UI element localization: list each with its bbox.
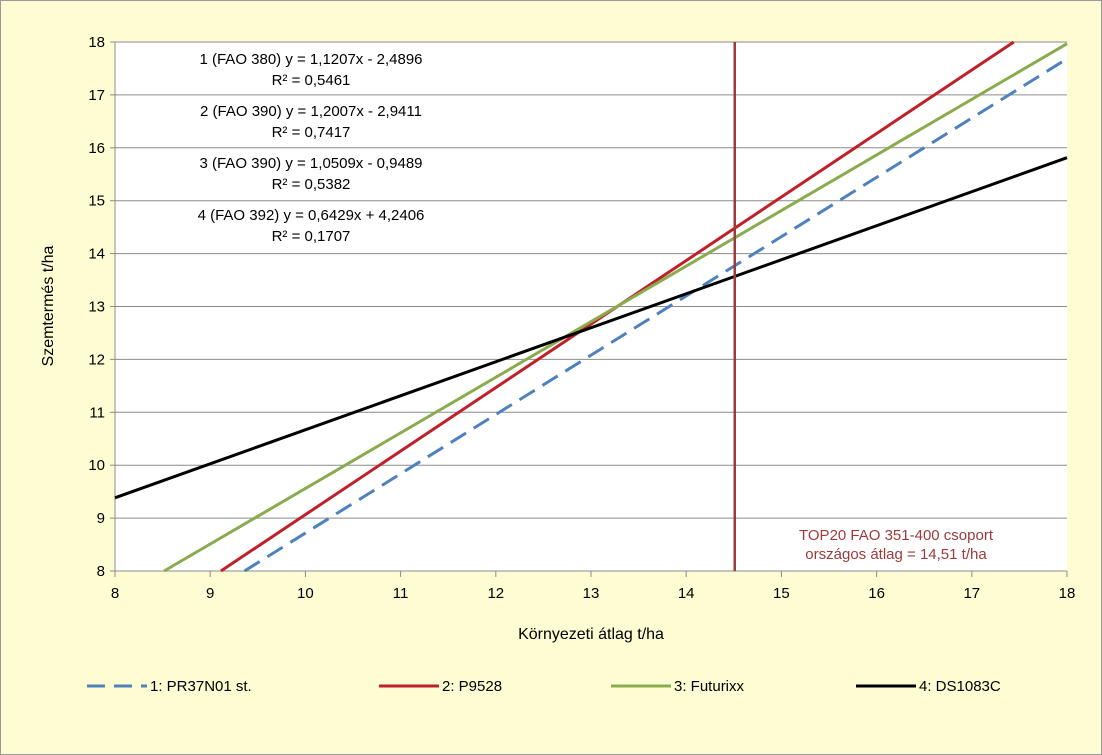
legend: 1: PR37N01 st. 2: P9528 3: Futurixx 4: DS10… <box>87 678 1001 695</box>
equations-group: 1 (FAO 380) y = 1,1207x - 2,4896 R² = 0,5… <box>198 51 425 245</box>
x-tick-label-14: 14 <box>678 585 695 602</box>
y-tick-label-14: 14 <box>88 246 105 263</box>
x-tick-label-17: 17 <box>963 585 980 602</box>
x-tick-label-8: 8 <box>111 585 119 602</box>
equation-1: 1 (FAO 380) y = 1,1207x - 2,4896 <box>199 51 422 68</box>
series-lines <box>114 40 1068 573</box>
r2-2: R² = 0,7417 <box>272 124 351 141</box>
reference-group: TOP20 FAO 351-400 csoport országos átlag … <box>733 42 994 571</box>
legend-label-2: 2: P9528 <box>442 678 502 695</box>
x-axis-title: Környezeti átlag t/ha <box>518 626 664 643</box>
equation-2: 2 (FAO 390) y = 1,2007x - 2,9411 <box>200 103 422 120</box>
x-tick-label-18: 18 <box>1059 585 1076 602</box>
y-tick-label-9: 9 <box>97 510 105 527</box>
y-tick-label-12: 12 <box>88 351 105 368</box>
r2-1: R² = 0,5461 <box>272 72 351 89</box>
y-tick-label-17: 17 <box>88 87 105 104</box>
series-line-3 <box>163 42 1068 573</box>
y-tick-label-13: 13 <box>88 299 105 316</box>
x-tick-labels: 8 9 10 11 12 13 14 15 16 17 18 <box>111 585 1076 602</box>
x-tick-label-10: 10 <box>297 585 314 602</box>
y-tick-label-16: 16 <box>88 140 105 157</box>
grid-lines <box>115 41 1067 519</box>
y-tick-label-15: 15 <box>88 193 105 210</box>
y-axis-title: Szemtermés t/ha <box>40 245 57 366</box>
equation-4: 4 (FAO 392) y = 0,6429x + 4,2406 <box>198 207 425 224</box>
y-tick-label-10: 10 <box>88 457 105 474</box>
legend-label-3: 3: Futurixx <box>674 678 745 695</box>
x-tick-label-9: 9 <box>206 585 214 602</box>
legend-label-4: 4: DS1083C <box>919 678 1001 695</box>
reference-label-line1: TOP20 FAO 351-400 csoport <box>799 527 994 544</box>
x-tick-label-12: 12 <box>487 585 504 602</box>
x-tick-label-15: 15 <box>773 585 790 602</box>
y-tick-labels: 8 9 10 11 12 13 14 15 16 17 18 <box>88 34 105 580</box>
equation-3: 3 (FAO 390) y = 1,0509x - 0,9489 <box>199 155 422 172</box>
r2-4: R² = 0,1707 <box>272 228 351 245</box>
y-tick-label-8: 8 <box>97 563 105 580</box>
axes <box>110 41 1068 577</box>
x-tick-label-11: 11 <box>393 585 409 602</box>
reference-label-line2: országos átlag = 14,51 t/ha <box>805 546 987 563</box>
x-tick-label-16: 16 <box>868 585 885 602</box>
series-line-4 <box>114 156 1068 500</box>
legend-label-1: 1: PR37N01 st. <box>150 678 252 695</box>
r2-3: R² = 0,5382 <box>272 176 351 193</box>
y-tick-label-11: 11 <box>89 404 105 421</box>
x-tick-label-13: 13 <box>583 585 600 602</box>
y-tick-label-18: 18 <box>88 34 105 51</box>
